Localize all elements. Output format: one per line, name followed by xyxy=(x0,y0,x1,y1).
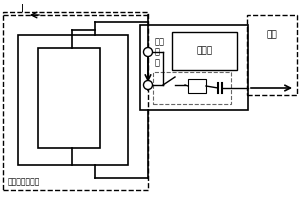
Bar xyxy=(153,72,231,104)
Bar xyxy=(140,25,248,110)
Text: 报警: 报警 xyxy=(267,30,278,40)
Text: 微生物燃料电池: 微生物燃料电池 xyxy=(8,178,41,186)
Bar xyxy=(3,12,148,190)
Text: 显示器: 显示器 xyxy=(196,46,213,55)
Text: I: I xyxy=(21,4,23,14)
Bar xyxy=(188,79,206,93)
Bar xyxy=(247,15,297,95)
Circle shape xyxy=(143,47,152,56)
Bar xyxy=(172,32,237,70)
Text: 输出
电
压: 输出 电 压 xyxy=(155,37,165,67)
Circle shape xyxy=(143,80,152,90)
Bar xyxy=(18,35,128,165)
Bar xyxy=(38,48,100,148)
